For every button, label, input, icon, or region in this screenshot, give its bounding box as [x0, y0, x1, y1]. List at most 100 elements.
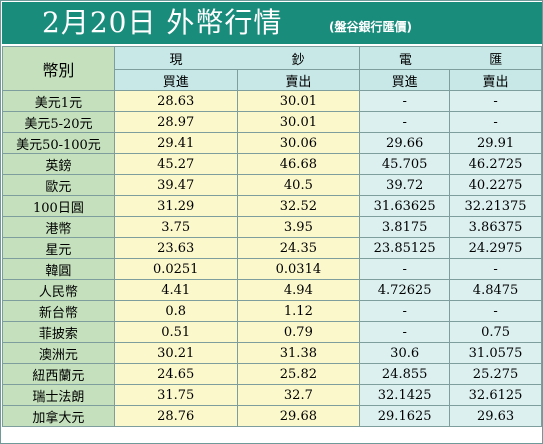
cash-buy-cell: 28.97 — [113, 111, 238, 133]
telegraphic-sell-header: 賣出 — [449, 69, 542, 91]
telegraphic-sell-cell: 3.86375 — [449, 216, 542, 238]
currency-name: 港幣 — [2, 216, 115, 238]
cash-buy-cell: 29.41 — [113, 132, 238, 154]
table-row: 英鎊 45.27 46.68 45.705 46.2725 — [2, 153, 542, 175]
currency-name: 英鎊 — [2, 153, 115, 175]
currency-name: 紐西蘭元 — [2, 363, 115, 385]
telegraphic-buy-cell: - — [359, 300, 451, 322]
telegraphic-buy-cell: 23.85125 — [359, 237, 451, 259]
cash-sell-cell: 30.01 — [236, 90, 361, 112]
table-row: 紐西蘭元 24.65 25.82 24.855 25.275 — [2, 363, 542, 385]
currency-name: 星元 — [2, 237, 115, 259]
telegraphic-buy-cell: - — [359, 321, 451, 343]
cash-buy-cell: 45.27 — [113, 153, 238, 175]
telegraphic-buy-cell: 24.855 — [359, 363, 451, 385]
telegraphic-sell-cell: 40.2275 — [449, 174, 542, 196]
telegraphic-buy-cell: 32.1425 — [359, 384, 451, 406]
currency-name: 加拿大元 — [2, 405, 115, 427]
telegraphic-sell-cell: - — [449, 111, 542, 133]
cash-sell-cell: 30.01 — [236, 111, 361, 133]
bank-source-label: (盤谷銀行匯價) — [329, 20, 412, 34]
cash-sell-header: 賣出 — [236, 69, 361, 91]
cash-buy-header: 買進 — [113, 69, 238, 91]
table-row: 美元50-100元 29.41 30.06 29.66 29.91 — [2, 132, 542, 154]
telegraphic-sell-cell: 29.63 — [449, 405, 542, 427]
telegraphic-sell-cell: 29.91 — [449, 132, 542, 154]
cash-sell-cell: 0.0314 — [236, 258, 361, 280]
currency-name: 瑞士法朗 — [2, 384, 115, 406]
cash-header-char-1: 現 — [169, 52, 183, 68]
cash-buy-cell: 24.65 — [113, 363, 238, 385]
telegraphic-sell-cell: 32.6125 — [449, 384, 542, 406]
telegraphic-sell-cell: - — [449, 300, 542, 322]
telegraphic-buy-header: 買進 — [359, 69, 451, 91]
telegraphic-buy-cell: 39.72 — [359, 174, 451, 196]
telegraphic-buy-cell: - — [359, 90, 451, 112]
cash-sell-cell: 4.94 — [236, 279, 361, 301]
cash-buy-cell: 30.21 — [113, 342, 238, 364]
cash-buy-cell: 4.41 — [113, 279, 238, 301]
currency-name: 新台幣 — [2, 300, 115, 322]
cash-buy-cell: 0.0251 — [113, 258, 238, 280]
telegraphic-sell-cell: - — [449, 258, 542, 280]
table-row: 菲披索 0.51 0.79-0.75 — [2, 321, 542, 343]
cash-buy-cell: 3.75 — [113, 216, 238, 238]
table-row: 加拿大元 28.76 29.68 29.1625 29.63 — [2, 405, 542, 427]
telegraphic-header-char-1: 電 — [398, 52, 412, 68]
currency-name: 歐元 — [2, 174, 115, 196]
table-row: 韓圓 0.0251 0.0314- - — [2, 258, 542, 280]
telegraphic-buy-cell: 45.705 — [359, 153, 451, 175]
page-title: 2月20日 外幣行情 — [42, 6, 283, 39]
telegraphic-buy-cell: 4.72625 — [359, 279, 451, 301]
telegraphic-buy-cell: 3.8175 — [359, 216, 451, 238]
currency-name: 美元1元 — [2, 90, 115, 112]
rate-table: 幣別 現鈔 電匯 買進 賣出 買進 賣出 美元1元 28.63 30.01- - 美元5… — [2, 46, 542, 427]
telegraphic-group-header: 電匯 — [359, 46, 542, 70]
telegraphic-header-char-2: 匯 — [489, 52, 503, 68]
cash-buy-cell: 23.63 — [113, 237, 238, 259]
rate-table-body: 美元1元 28.63 30.01- - 美元5-20元 28.97 30.01- - 美元50-… — [2, 90, 542, 427]
telegraphic-buy-cell: 29.1625 — [359, 405, 451, 427]
telegraphic-sell-cell: 0.75 — [449, 321, 542, 343]
table-row: 港幣 3.75 3.95 3.8175 3.86375 — [2, 216, 542, 238]
telegraphic-buy-cell: 30.6 — [359, 342, 451, 364]
cash-sell-cell: 24.35 — [236, 237, 361, 259]
cash-sell-cell: 32.7 — [236, 384, 361, 406]
cash-buy-cell: 31.75 — [113, 384, 238, 406]
currency-column-header: 幣別 — [2, 46, 115, 91]
currency-name: 澳洲元 — [2, 342, 115, 364]
telegraphic-sell-cell: 25.275 — [449, 363, 542, 385]
telegraphic-buy-cell: 31.63625 — [359, 195, 451, 217]
title-bar: 2月20日 外幣行情 (盤谷銀行匯價) — [2, 2, 542, 44]
cash-sell-cell: 1.12 — [236, 300, 361, 322]
telegraphic-sell-cell: 32.21375 — [449, 195, 542, 217]
currency-name: 菲披索 — [2, 321, 115, 343]
cash-sell-cell: 46.68 — [236, 153, 361, 175]
table-row: 美元5-20元 28.97 30.01- - — [2, 111, 542, 133]
cash-sell-cell: 32.52 — [236, 195, 361, 217]
cash-buy-cell: 28.63 — [113, 90, 238, 112]
cash-buy-cell: 0.51 — [113, 321, 238, 343]
telegraphic-buy-cell: - — [359, 258, 451, 280]
telegraphic-sell-cell: - — [449, 90, 542, 112]
currency-name: 100日圓 — [2, 195, 115, 217]
telegraphic-sell-cell: 46.2725 — [449, 153, 542, 175]
telegraphic-sell-cell: 31.0575 — [449, 342, 542, 364]
currency-name: 美元50-100元 — [2, 132, 115, 154]
currency-name: 人民幣 — [2, 279, 115, 301]
table-row: 星元 23.63 24.35 23.85125 24.2975 — [2, 237, 542, 259]
cash-sell-cell: 3.95 — [236, 216, 361, 238]
telegraphic-buy-cell: - — [359, 111, 451, 133]
cash-sell-cell: 31.38 — [236, 342, 361, 364]
cash-header-char-2: 鈔 — [291, 52, 305, 68]
cash-sell-cell: 0.79 — [236, 321, 361, 343]
table-row: 歐元 39.47 40.5 39.72 40.2275 — [2, 174, 542, 196]
cash-sell-cell: 30.06 — [236, 132, 361, 154]
cash-buy-cell: 0.8 — [113, 300, 238, 322]
cash-buy-cell: 39.47 — [113, 174, 238, 196]
table-row: 澳洲元 30.21 31.38 30.6 31.0575 — [2, 342, 542, 364]
cash-sell-cell: 25.82 — [236, 363, 361, 385]
cash-sell-cell: 29.68 — [236, 405, 361, 427]
table-row: 新台幣 0.8 1.12- - — [2, 300, 542, 322]
